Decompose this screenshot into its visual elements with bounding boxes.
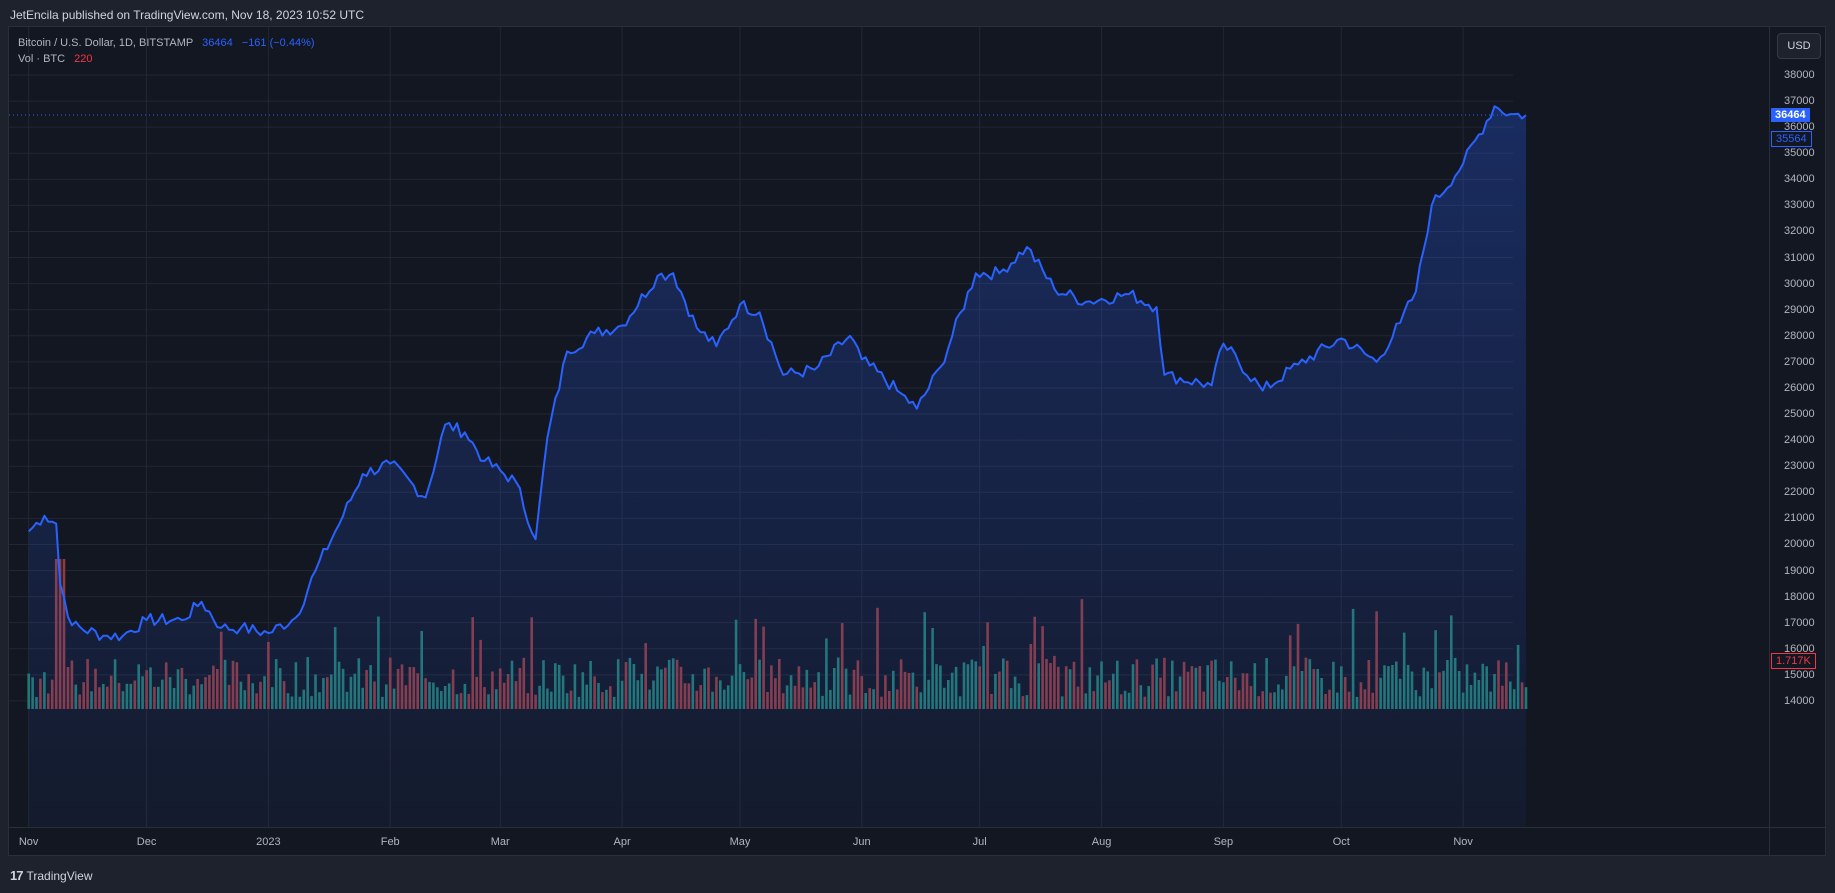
price-axis[interactable]: 38000 37000 36000 35000 34000 33000 32000 31000… [1769,27,1826,827]
price-tick: 28000 [1784,329,1815,342]
currency-button[interactable]: USD [1777,33,1821,59]
chart-frame: Bitcoin / U.S. Dollar, 1D, BITSTAMP 3646… [8,26,1826,856]
price-tick: 25000 [1784,408,1815,421]
time-tick: Nov [1453,836,1473,848]
price-tick: 14000 [1784,694,1815,707]
time-tick: Dec [136,836,157,848]
prev-close-label: 35564 [1771,130,1812,147]
time-tick: May [729,836,751,848]
price-tick: 35000 [1784,147,1815,160]
price-tick: 22000 [1784,486,1815,499]
time-tick: Aug [1091,836,1112,848]
volume-value: 220 [74,53,93,65]
price-tick: 26000 [1784,381,1815,394]
price-tick: 19000 [1784,564,1815,577]
time-tick: Apr [613,836,631,848]
time-tick: Oct [1332,836,1350,848]
price-tick: 33000 [1784,199,1815,212]
brand-name: TradingView [26,868,93,883]
time-tick: Feb [380,836,400,848]
price-chart-svg [9,27,1528,827]
axis-corner [1769,827,1826,855]
price-tick: 32000 [1784,225,1815,238]
time-tick: Nov [18,836,39,848]
time-tick: 2023 [256,836,281,848]
price-tick: 17000 [1784,616,1815,629]
price-tick: 27000 [1784,355,1815,368]
price-tick: 21000 [1784,512,1815,525]
publish-info: JetEncila published on TradingView.com, … [10,8,364,22]
time-tick: Jun [852,836,871,848]
time-tick: Mar [490,836,510,848]
price-tick: 34000 [1784,173,1815,186]
tradingview-brand[interactable]: 17 TradingView [10,868,93,883]
chart-legend: Bitcoin / U.S. Dollar, 1D, BITSTAMP 3646… [18,35,315,67]
time-axis[interactable]: Nov Dec 2023 Feb Mar Apr May Jun Jul Aug Sep Oct Nov [9,827,1769,855]
price-tick: 15000 [1784,668,1815,681]
price-tick: 38000 [1784,69,1815,81]
volume-title: Vol · BTC [18,53,66,65]
price-tick: 18000 [1784,590,1815,603]
time-tick: Jul [972,836,987,848]
volume-legend-row[interactable]: Vol · BTC 220 [18,51,315,67]
tradingview-logo-icon: 17 [10,868,24,883]
volume-axis-label: 1.717K [1771,653,1816,669]
chart-plot-area[interactable]: Bitcoin / U.S. Dollar, 1D, BITSTAMP 3646… [9,27,1769,827]
symbol-legend-row[interactable]: Bitcoin / U.S. Dollar, 1D, BITSTAMP 3646… [18,35,315,51]
current-price-label: 36464 [1771,108,1810,123]
last-price: 36464 [202,37,233,49]
price-change: −161 (−0.44%) [241,37,315,49]
publish-header: JetEncila published on TradingView.com, … [0,0,1835,26]
symbol-title: Bitcoin / U.S. Dollar, 1D, BITSTAMP [18,37,194,49]
price-tick: 16000 [1784,642,1815,655]
price-tick: 23000 [1784,460,1815,473]
price-tick: 20000 [1784,538,1815,551]
price-tick: 29000 [1784,303,1815,316]
price-tick: 31000 [1784,251,1815,264]
price-tick: 36000 [1784,121,1815,134]
time-tick: Sep [1213,836,1234,848]
price-line [28,105,1527,642]
price-tick: 24000 [1784,434,1815,447]
price-area-fill [28,106,1526,827]
price-tick: 37000 [1784,95,1815,108]
price-tick: 30000 [1784,277,1815,290]
